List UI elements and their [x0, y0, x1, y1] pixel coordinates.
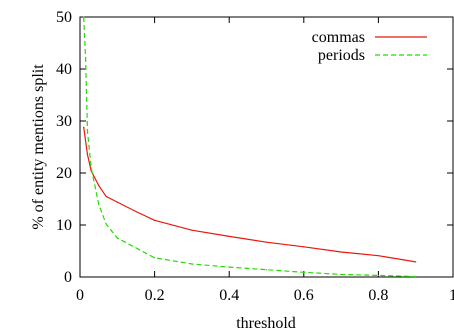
data-point-commas — [377, 255, 379, 257]
data-point-commas — [303, 246, 305, 248]
y-tick-label: 20 — [56, 165, 72, 182]
data-point-commas — [86, 154, 89, 156]
series-line-periods — [83, 16, 416, 278]
data-point-commas — [154, 219, 156, 221]
x-tick-label: 0.4 — [219, 287, 239, 304]
data-point-periods — [340, 273, 342, 275]
data-point-periods — [84, 58, 87, 60]
x-axis-label: threshold — [236, 315, 296, 330]
data-point-commas — [83, 126, 85, 128]
data-point-commas — [191, 229, 193, 231]
data-point-periods — [105, 223, 107, 225]
x-tick-label: 0.6 — [294, 287, 314, 304]
data-point-periods — [98, 203, 100, 205]
y-tick-label: 40 — [56, 61, 72, 78]
legend-label-commas: commas — [312, 29, 365, 46]
data-point-periods — [303, 271, 305, 273]
data-point-commas — [116, 201, 118, 203]
data-point-commas — [340, 251, 342, 253]
data-point-periods — [135, 247, 137, 249]
y-tick-label: 30 — [56, 113, 72, 130]
x-tick-label: 1 — [449, 287, 454, 304]
series-line-commas — [83, 127, 416, 263]
x-tick-label: 0.2 — [145, 287, 165, 304]
data-point-periods — [116, 237, 118, 239]
data-point-periods — [191, 263, 193, 265]
data-point-periods — [154, 257, 156, 259]
data-point-periods — [265, 269, 268, 271]
data-point-periods — [90, 167, 92, 169]
y-axis-label: % of entity mentions split — [30, 64, 47, 230]
plot-frame — [79, 16, 454, 278]
legend-label-periods: periods — [318, 47, 365, 64]
x-tick-label: 0 — [76, 287, 84, 304]
series-layer — [83, 16, 417, 278]
data-point-commas — [105, 195, 107, 197]
data-point-periods — [83, 16, 85, 18]
x-tick-label: 0.8 — [368, 287, 388, 304]
data-point-periods — [228, 266, 230, 268]
data-point-periods — [415, 275, 417, 278]
data-point-periods — [86, 130, 89, 132]
data-point-periods — [377, 274, 379, 277]
data-point-commas — [135, 210, 137, 213]
y-tick-label: 50 — [56, 9, 72, 26]
data-point-commas — [98, 184, 100, 187]
data-point-commas — [228, 235, 230, 238]
data-point-commas — [415, 261, 417, 263]
y-tick-label: 10 — [56, 217, 72, 234]
data-point-commas — [265, 241, 268, 243]
y-tick-label: 0 — [64, 269, 72, 286]
